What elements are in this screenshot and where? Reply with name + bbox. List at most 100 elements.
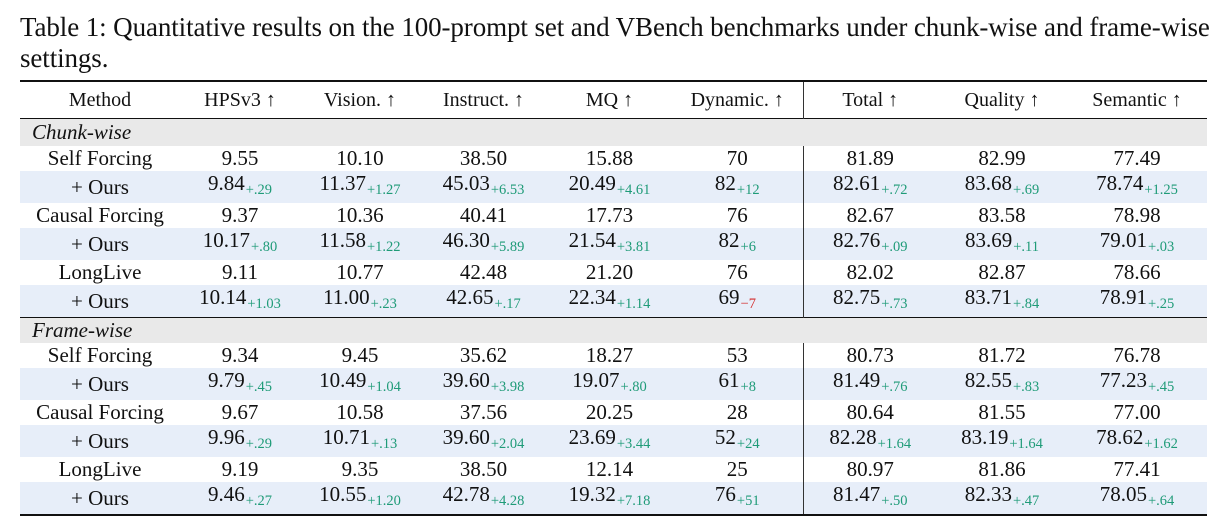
cell-value: 82.99: [978, 146, 1026, 170]
delta-value: +1.25: [1144, 182, 1178, 198]
cell-value: 18.27: [585, 343, 634, 367]
delta-value: +.69: [1012, 182, 1040, 198]
cell-hpsv3: 10.14+1.03: [180, 285, 300, 318]
cell-mq: 12.14: [547, 457, 672, 482]
cell-total: 80.97: [802, 457, 937, 482]
table-row: Causal Forcing 9.37 10.36 40.41 17.73 76 82.67…: [20, 203, 1207, 228]
delta-value: +.72: [881, 182, 908, 198]
cell-value: 78.98: [1113, 203, 1161, 227]
cell-hpsv3: 9.96+.29: [180, 425, 300, 457]
cell-value: 76: [726, 260, 748, 284]
delta-value: +.84: [1012, 296, 1040, 312]
table-caption: Table 1: Quantitative results on the 100…: [20, 12, 1210, 73]
method-cell: Self Forcing: [47, 343, 153, 367]
cell-quality: 83.69+.11: [937, 228, 1067, 260]
cell-value: 42.65: [446, 285, 494, 309]
cell-mq: 21.54+3.81: [547, 228, 672, 260]
cell-mq: 19.32+7.18: [547, 482, 672, 516]
cell-instruct: 38.50: [420, 146, 547, 171]
cell-value: 82.76: [832, 228, 881, 252]
cell-value: 22.34: [568, 285, 616, 309]
cell-semantic: 77.23+.45: [1067, 368, 1207, 400]
delta-value: +.23: [370, 296, 397, 312]
cell-vision: 10.77: [300, 260, 420, 285]
cell-mq: 21.20: [547, 260, 672, 285]
delta-value: +24: [736, 436, 760, 452]
cell-instruct: 40.41: [420, 203, 547, 228]
cell-value: 40.41: [459, 203, 508, 227]
delta-value: +3.81: [616, 239, 651, 255]
method-cell: + Ours: [20, 285, 180, 318]
cell-value: 10.49: [319, 368, 367, 392]
cell-value: 10.58: [336, 400, 384, 424]
cell-hpsv3: 9.55: [180, 146, 300, 171]
cell-total: 82.02: [802, 260, 937, 285]
delta-value: +.11: [1013, 239, 1039, 255]
table-row: + Ours 9.79+.45 10.49+1.04 39.60+3.98 19.07+…: [20, 368, 1207, 400]
cell-value: 35.62: [459, 343, 508, 367]
cell-value: 23.69: [568, 425, 616, 449]
delta-value: +1.20: [367, 493, 401, 509]
table-row: + Ours 10.17+.80 11.58+1.22 46.30+5.89 21.54…: [20, 228, 1207, 260]
cell-value: 78.66: [1113, 260, 1161, 284]
cell-value: 52: [714, 425, 736, 449]
cell-total: 82.28+1.64: [802, 425, 937, 457]
delta-value: +1.62: [1144, 436, 1178, 452]
cell-instruct: 42.78+4.28: [420, 482, 547, 516]
col-header-method: Method: [68, 89, 132, 111]
method-cell: + Ours: [20, 425, 180, 457]
cell-value: 9.45: [341, 343, 379, 367]
cell-vision: 10.58: [300, 400, 420, 425]
method-cell: Causal Forcing: [36, 400, 164, 424]
cell-quality: 82.33+.47: [937, 482, 1067, 516]
cell-mq: 18.27: [547, 343, 672, 368]
cell-value: 82.61: [832, 171, 881, 195]
cell-value: 10.17: [202, 228, 250, 252]
cell-mq: 19.07+.80: [547, 368, 672, 400]
table-body: Chunk-wise Self Forcing 9.55 10.10 38.50 15.8…: [20, 118, 1207, 516]
cell-mq: 17.73: [547, 203, 672, 228]
table-row: + Ours 9.96+.29 10.71+.13 39.60+2.04 23.69+3…: [20, 425, 1207, 457]
delta-value: +.03: [1147, 239, 1175, 255]
delta-value: +.83: [1012, 379, 1040, 395]
cell-value: 82.02: [846, 260, 894, 284]
cell-total: 81.89: [802, 146, 937, 171]
cell-value: 9.67: [221, 400, 259, 424]
col-header-vision: Vision. ↑: [323, 89, 397, 111]
cell-value: 82.87: [978, 260, 1026, 284]
delta-value: +.13: [370, 436, 398, 452]
table-row: Self Forcing 9.55 10.10 38.50 15.88 70 81.89 82…: [20, 146, 1207, 171]
cell-total: 82.75+.73: [802, 285, 937, 318]
method-cell: + Ours: [20, 368, 180, 400]
cell-instruct: 38.50: [420, 457, 547, 482]
cell-total: 81.47+.50: [802, 482, 937, 516]
cell-value: 81.89: [846, 146, 894, 170]
cell-vision: 9.45: [300, 343, 420, 368]
cell-value: 11.00: [323, 285, 370, 309]
delta-value: +.47: [1012, 493, 1040, 509]
cell-value: 83.71: [964, 285, 1012, 309]
cell-value: 10.36: [336, 203, 384, 227]
cell-hpsv3: 10.17+.80: [180, 228, 300, 260]
cell-hpsv3: 9.37: [180, 203, 300, 228]
cell-value: 83.69: [964, 228, 1013, 252]
method-cell: + Ours: [20, 228, 180, 260]
cell-value: 82: [718, 228, 740, 252]
delta-value: +1.64: [877, 436, 912, 452]
method-cell: LongLive: [58, 457, 142, 481]
cell-value: 28: [726, 400, 748, 424]
col-header-instruct: Instruct. ↑: [442, 89, 525, 111]
delta-value: +.50: [881, 493, 908, 509]
cell-dynamic: 52+24: [672, 425, 803, 457]
table-row: + Ours 9.46+.27 10.55+1.20 42.78+4.28 19.32+…: [20, 482, 1207, 516]
cell-total: 82.76+.09: [802, 228, 937, 260]
cell-value: 21.20: [585, 260, 634, 284]
cell-value: 53: [726, 343, 748, 367]
delta-value: +1.03: [247, 296, 281, 312]
method-cell: Self Forcing: [47, 146, 153, 170]
cell-value: 81.49: [832, 368, 881, 392]
col-header-semantic: Semantic ↑: [1092, 89, 1182, 111]
cell-dynamic: 76: [672, 203, 803, 228]
cell-total: 82.61+.72: [802, 171, 937, 203]
cell-value: 9.55: [221, 146, 259, 170]
